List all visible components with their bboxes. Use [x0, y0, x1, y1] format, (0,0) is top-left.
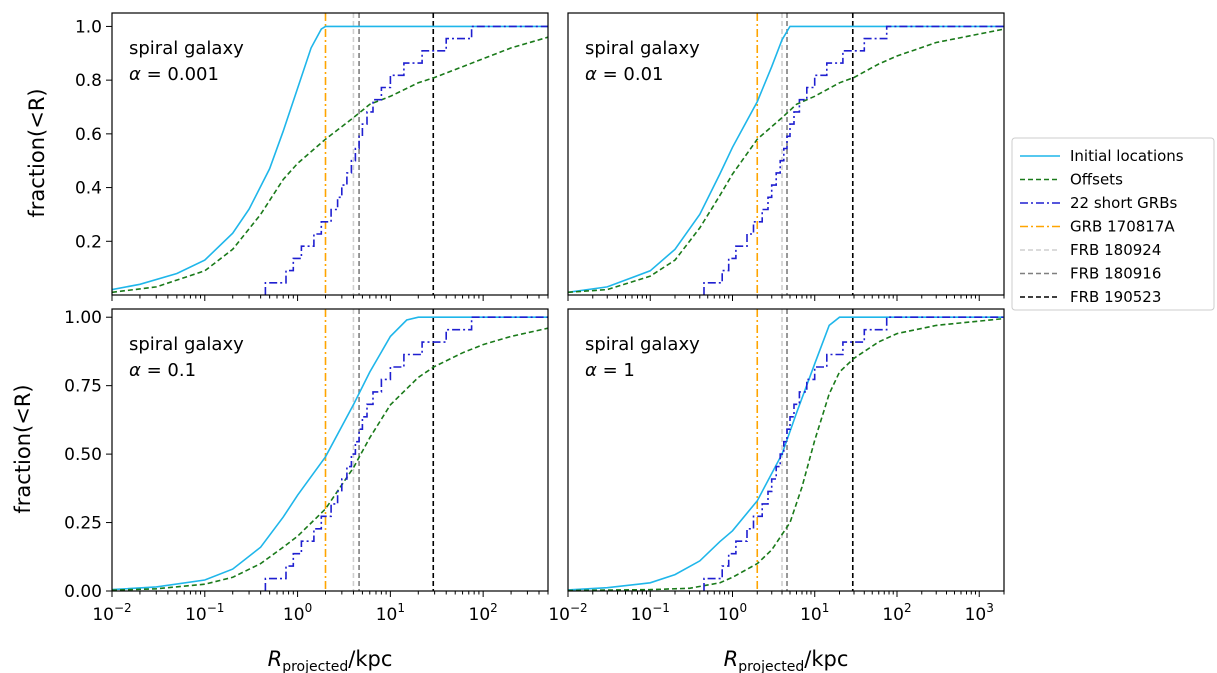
legend-entry: GRB 170817A	[1020, 218, 1175, 236]
x-tick-label: 102	[469, 601, 498, 625]
legend: Initial locations Offsets 22 short GRBs GRB…	[1011, 137, 1215, 311]
panel-frame	[111, 12, 549, 296]
legend-entry: FRB 180924	[1020, 241, 1161, 259]
series-22-short-grbs	[264, 25, 548, 295]
legend-frame	[1011, 137, 1215, 311]
legend-label: FRB 190523	[1070, 288, 1161, 306]
plot-area	[568, 309, 1004, 591]
panel-annotation: spiral galaxy	[129, 334, 244, 355]
plot-area	[112, 13, 548, 295]
panel-4: 10−2 10−1 100 101 102 103 spiral galaxy α = 1	[548, 308, 1005, 625]
panel-3: 10−2 10−1 100 101 102 0.00 0.25 0.50 0.75 1.00 spi…	[64, 308, 549, 625]
plot-area	[568, 13, 1004, 295]
panel-alpha: α = 0.01	[585, 64, 663, 85]
panel-1: 0.2 0.4 0.6 0.8 1.0 spiral galaxy α = 0.001	[75, 12, 549, 301]
legend-entry: 22 short GRBs	[1020, 194, 1178, 212]
panel-annotation: spiral galaxy	[129, 38, 244, 59]
legend-label: FRB 180916	[1070, 265, 1161, 283]
series-initial-locations	[568, 25, 1004, 294]
panels: 0.2 0.4 0.6 0.8 1.0 spiral galaxy α = 0.001 spi…	[64, 12, 1005, 625]
panel-annotation: spiral galaxy	[585, 334, 700, 355]
legend-label: Offsets	[1070, 171, 1123, 189]
legend-label: Initial locations	[1070, 147, 1184, 165]
y-tick-label: 0.50	[64, 445, 102, 465]
series-22-short-grbs	[264, 316, 548, 591]
panel-annotation: spiral galaxy	[585, 38, 700, 59]
y-tick-label: 0.75	[64, 377, 102, 397]
y-axis-title-top: fraction(<R)	[25, 88, 49, 217]
legend-entry: Initial locations	[1020, 147, 1184, 165]
x-tick-label: 101	[800, 601, 829, 625]
x-tick-label: 103	[965, 601, 994, 625]
series-initial-locations	[112, 316, 548, 591]
y-tick-label: 0.25	[64, 514, 102, 534]
legend-entry: Offsets	[1020, 171, 1123, 189]
panel-alpha: α = 1	[585, 360, 635, 381]
series-22-short-grbs	[703, 316, 1004, 591]
panel-frame	[567, 12, 1005, 296]
y-tick-label: 0.2	[75, 232, 102, 252]
panel-2: spiral galaxy α = 0.01	[567, 12, 1005, 301]
panel-alpha: α = 0.001	[129, 64, 219, 85]
y-tick-label: 0.6	[75, 125, 102, 145]
panel-frame	[567, 308, 1005, 592]
y-tick-label: 0.00	[64, 582, 102, 602]
y-tick-label: 0.8	[75, 71, 102, 91]
series-offsets	[568, 28, 1004, 294]
legend-entry: FRB 190523	[1020, 288, 1161, 306]
y-tick-label: 0.4	[75, 179, 102, 199]
x-axis-title-right: Rprojected/kpc	[724, 647, 849, 673]
series-offsets	[112, 327, 548, 591]
series-offsets	[568, 317, 1004, 591]
x-axis-title-left: Rprojected/kpc	[268, 647, 393, 673]
x-tick-label: 102	[882, 601, 911, 625]
x-tick-label: 100	[283, 601, 312, 625]
panel-frame	[111, 308, 549, 592]
legend-label: FRB 180924	[1070, 241, 1161, 259]
legend-label: 22 short GRBs	[1070, 194, 1178, 212]
series-initial-locations	[568, 316, 1004, 591]
plot-area	[112, 309, 548, 591]
y-axis-title-bottom: fraction(<R)	[11, 384, 35, 513]
y-tick-label: 1.00	[64, 308, 102, 328]
x-tick-label: 101	[376, 601, 405, 625]
series-initial-locations	[112, 25, 548, 291]
legend-label: GRB 170817A	[1070, 218, 1175, 236]
legend-entry: FRB 180916	[1020, 265, 1161, 283]
y-tick-label: 1.0	[75, 17, 102, 37]
x-tick-label: 10−1	[631, 601, 670, 625]
x-tick-label: 10−2	[548, 601, 587, 625]
x-tick-label: 10−2	[92, 601, 131, 625]
x-tick-label: 100	[718, 601, 747, 625]
panel-alpha: α = 0.1	[129, 360, 196, 381]
series-22-short-grbs	[703, 25, 1004, 295]
x-tick-label: 10−1	[185, 601, 224, 625]
